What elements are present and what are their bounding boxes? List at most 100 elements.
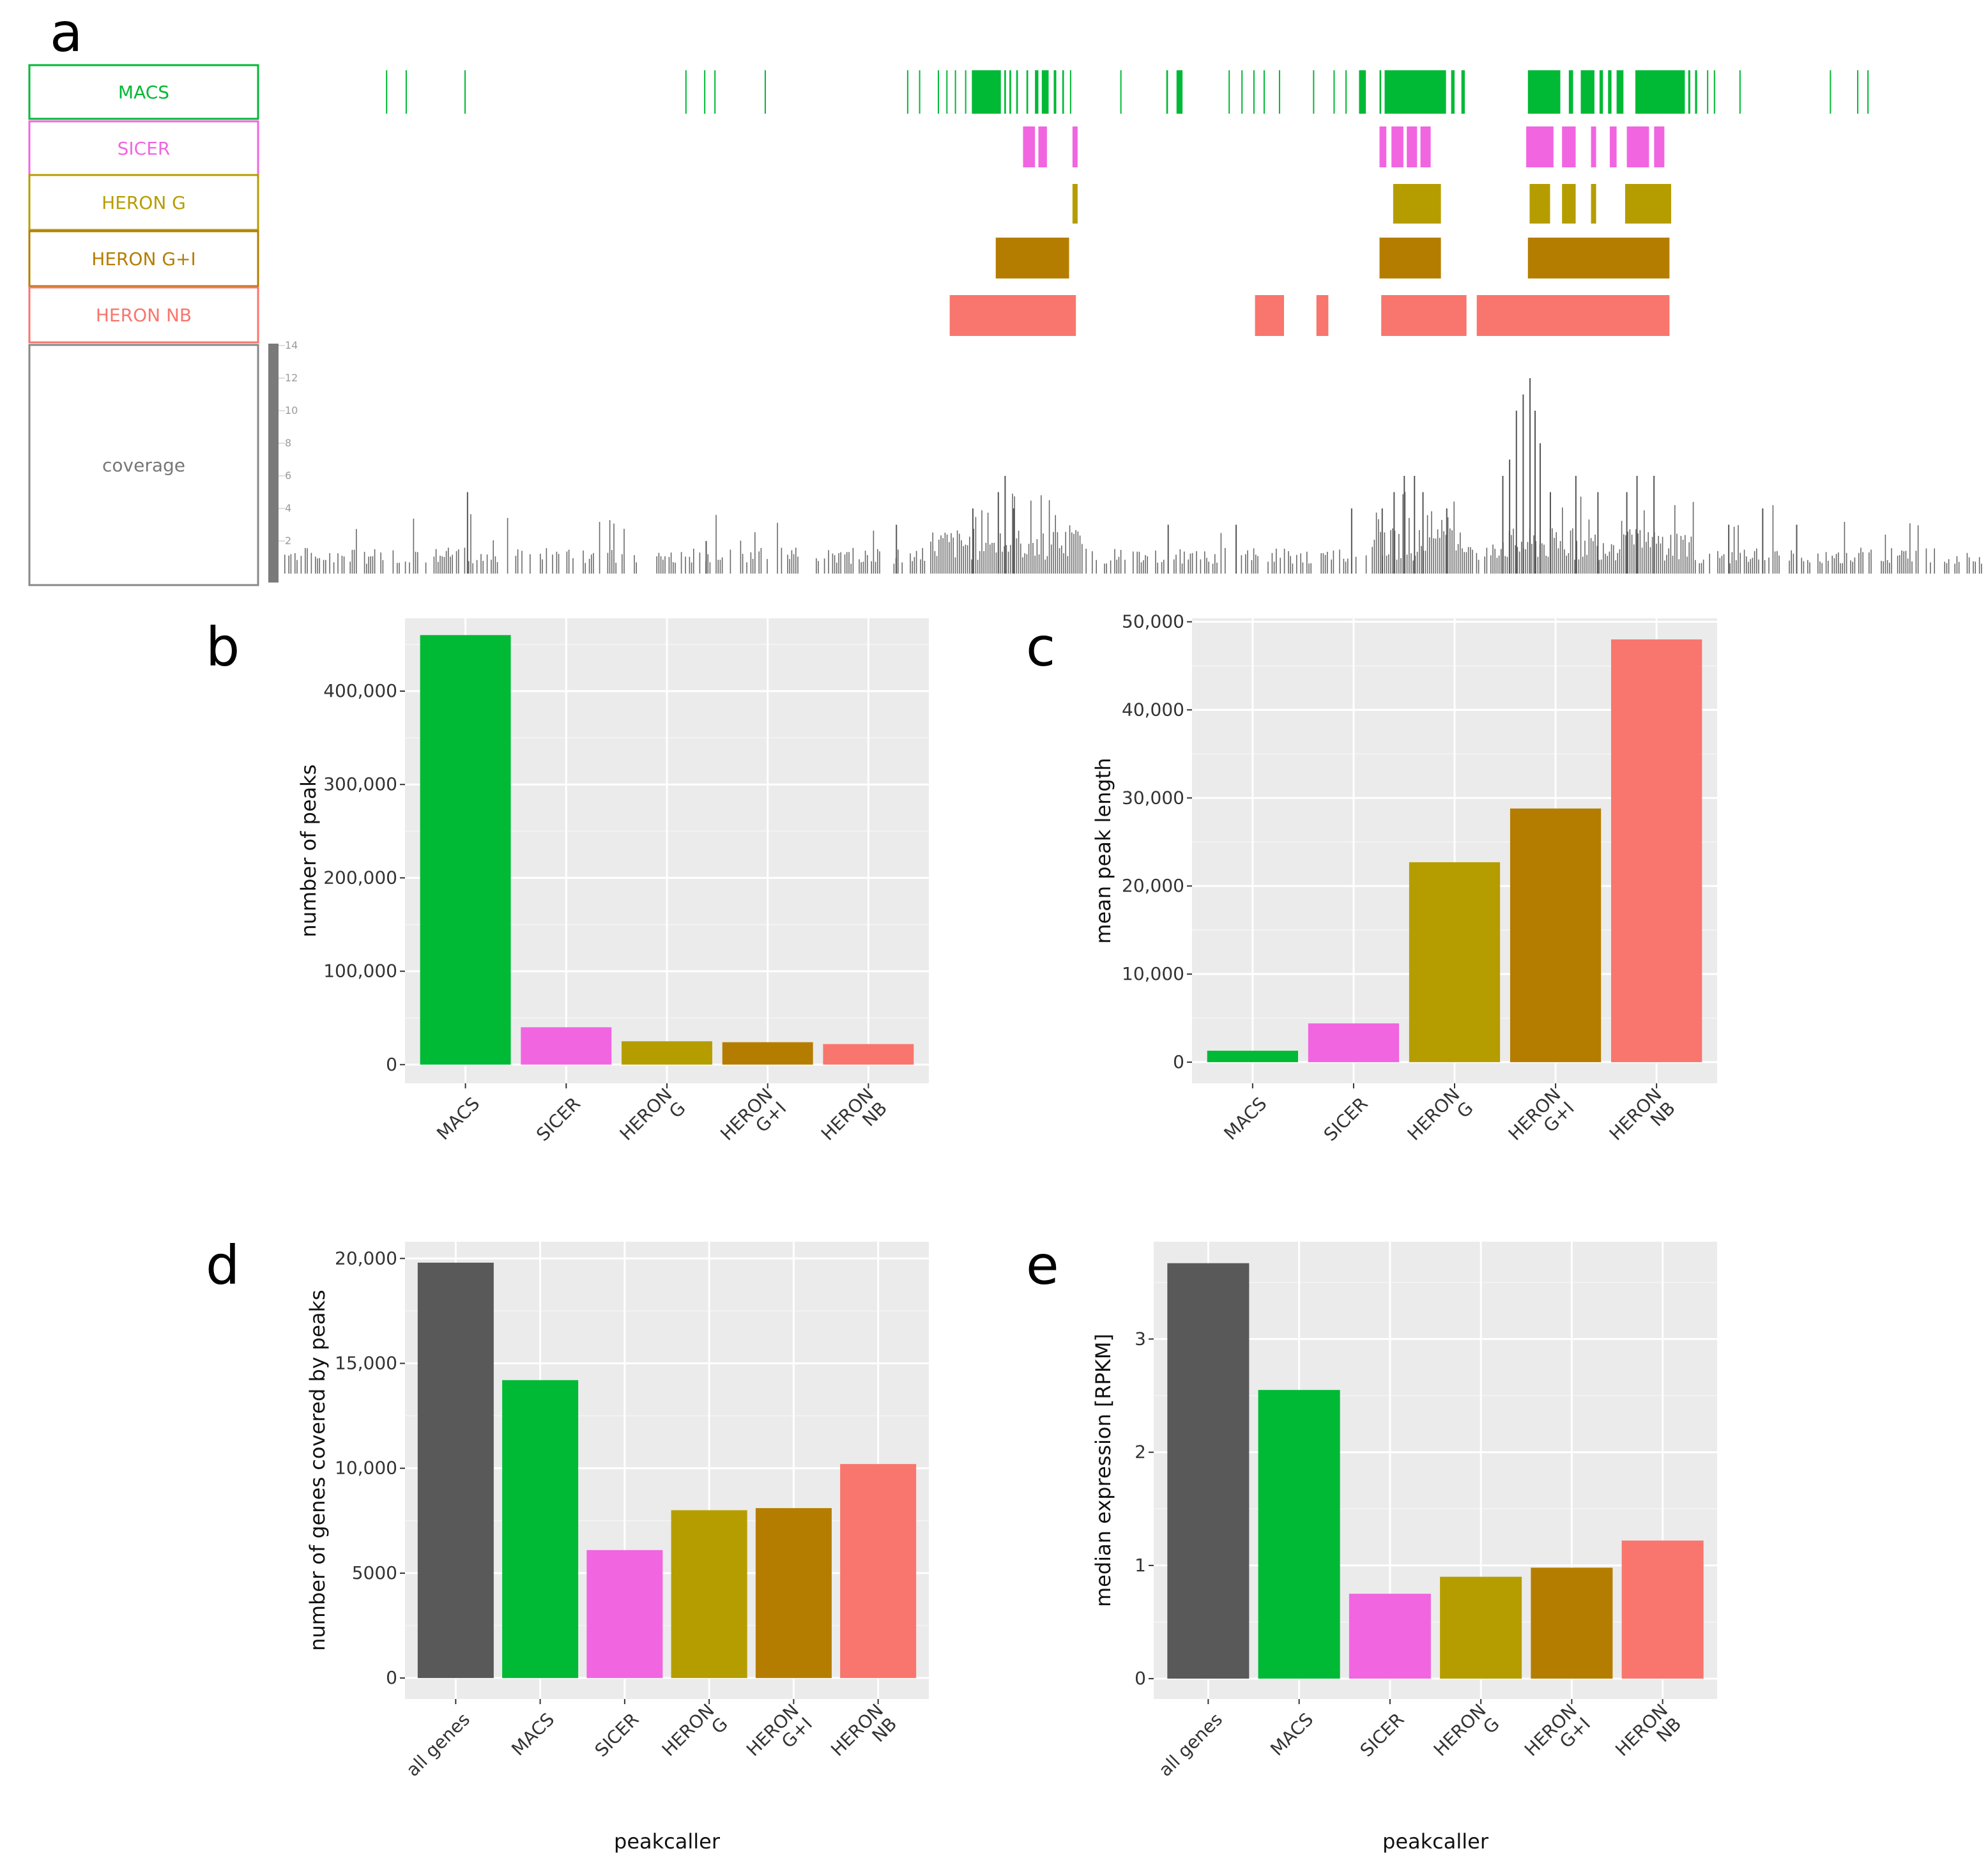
interval-heron-g-0 [1072, 184, 1078, 224]
coverage-peak-25 [1597, 492, 1599, 574]
coverage-bar [977, 560, 979, 574]
coverage-bar [546, 548, 547, 574]
coverage-bar [1525, 549, 1526, 574]
interval-heron-g-i-0 [995, 238, 1069, 278]
coverage-bar [1966, 552, 1968, 574]
coverage-bar [1034, 556, 1036, 574]
coverage-bar [1310, 563, 1311, 574]
coverage-bar [754, 532, 756, 574]
coverage-bar [1541, 543, 1543, 574]
coverage-bar [1901, 550, 1902, 574]
panel-letter-a: a [50, 1, 82, 64]
coverage-bar [844, 554, 846, 574]
coverage-bar [1018, 530, 1020, 574]
coverage-bar [1030, 500, 1032, 574]
coverage-bar [901, 562, 903, 574]
coverage-peak-23 [1549, 492, 1551, 574]
interval-macs-15 [1009, 70, 1011, 114]
coverage-bar [1476, 552, 1478, 574]
coverage-bar [934, 551, 936, 574]
interval-macs-30 [1278, 70, 1280, 114]
coverage-bar [1615, 560, 1616, 574]
coverage-bar [588, 558, 590, 574]
coverage-bar [1590, 538, 1592, 574]
x-tick-label-heron-g: HERONG [616, 1084, 690, 1158]
coverage-bar [832, 553, 834, 574]
coverage-peak-6 [1013, 508, 1014, 574]
coverage-bar [1157, 562, 1158, 574]
coverage-bar [1854, 557, 1856, 574]
coverage-bar [871, 561, 872, 574]
coverage-bar [1005, 545, 1007, 574]
coverage-bar [1390, 530, 1391, 574]
coverage-bar [1554, 538, 1555, 574]
coverage-bar [1793, 553, 1794, 574]
y-tick-label: 30,000 [1122, 787, 1184, 808]
coverage-bar [914, 557, 915, 574]
interval-macs-49 [1713, 70, 1715, 114]
y-axis-title: median expression [RPKM] [1091, 1334, 1115, 1607]
coverage-bar [987, 512, 989, 574]
coverage-bar [300, 556, 302, 574]
coverage-peak-26 [1626, 492, 1628, 574]
coverage-bar [1022, 557, 1023, 574]
coverage-bar [781, 547, 783, 574]
coverage-bar [1613, 545, 1614, 574]
coverage-bar [1026, 554, 1028, 574]
coverage-bar [656, 556, 657, 574]
coverage-bar [1051, 544, 1052, 574]
coverage-bar [482, 561, 484, 574]
coverage-bar [1676, 533, 1678, 574]
coverage-bar [1445, 535, 1447, 574]
coverage-bar [636, 562, 637, 574]
coverage-bar [1819, 561, 1821, 574]
coverage-bar [1527, 542, 1529, 574]
coverage-bar [719, 560, 721, 574]
coverage-bar [1593, 541, 1594, 574]
coverage-bar [1283, 549, 1285, 574]
interval-heron-nb-1 [1255, 295, 1284, 336]
interval-sicer-0 [1023, 126, 1036, 167]
coverage-bar [1010, 545, 1011, 574]
track-label-heron-g: HERON G [102, 192, 186, 213]
coverage-bar [366, 563, 367, 574]
coverage-bar [1212, 563, 1214, 574]
coverage-bar [1754, 551, 1755, 574]
interval-macs-21 [1062, 70, 1064, 114]
coverage-bar [689, 556, 691, 574]
coverage-bar [1004, 546, 1005, 574]
coverage-bar [515, 556, 517, 574]
coverage-peak-19 [1522, 394, 1524, 574]
coverage-bar [1116, 560, 1117, 574]
coverage-bar [494, 556, 496, 574]
coverage-bar [1400, 558, 1402, 574]
track-box-sicer [28, 120, 259, 176]
coverage-peak-5 [1004, 476, 1006, 574]
coverage-bar [1437, 529, 1439, 574]
coverage-bar [1188, 560, 1189, 574]
coverage-bar [1531, 544, 1533, 574]
coverage-peak-15 [1446, 508, 1448, 574]
coverage-bar [1850, 560, 1851, 574]
coverage-bar [1490, 555, 1492, 574]
coverage-bar [593, 552, 594, 574]
bar-heron-nb [823, 1044, 914, 1065]
coverage-bar [448, 547, 449, 574]
coverage-bar [413, 518, 415, 574]
coverage-bar [363, 551, 365, 574]
coverage-bar [1515, 545, 1516, 574]
coverage-bar [1557, 548, 1559, 574]
interval-macs-53 [1867, 70, 1869, 114]
coverage-bar [1096, 560, 1097, 574]
coverage-bar [1470, 547, 1471, 574]
y-tick-label: 200,000 [323, 867, 397, 888]
interval-macs-34 [1359, 70, 1366, 114]
coverage-bar [985, 542, 987, 574]
coverage-bar [540, 553, 541, 574]
coverage-bar [1373, 540, 1375, 574]
coverage-bar [1651, 537, 1653, 574]
bar-heron-g [1409, 862, 1501, 1062]
coverage-bar [1276, 548, 1277, 574]
coverage-peak-2 [896, 524, 898, 574]
coverage-bar [715, 515, 717, 574]
